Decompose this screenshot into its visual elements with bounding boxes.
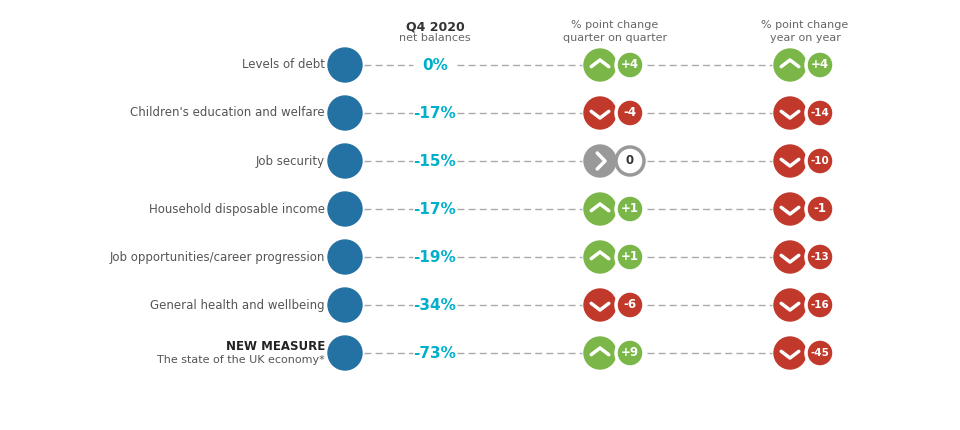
Circle shape [774,97,806,129]
Text: The state of the UK economy*: The state of the UK economy* [157,355,325,365]
Text: -14: -14 [810,108,829,118]
Circle shape [328,48,362,82]
Text: Job security: Job security [256,154,325,168]
Circle shape [774,289,806,321]
Text: -13: -13 [810,252,829,262]
Circle shape [328,96,362,130]
Circle shape [616,147,644,175]
Circle shape [616,51,644,79]
Circle shape [616,99,644,127]
Text: Job opportunities/career progression: Job opportunities/career progression [109,251,325,264]
Text: Q4 2020: Q4 2020 [406,20,465,33]
Text: -45: -45 [810,348,829,358]
Text: -34%: -34% [414,298,456,313]
Circle shape [806,51,834,79]
Circle shape [806,291,834,319]
Circle shape [806,195,834,223]
Circle shape [774,193,806,225]
Circle shape [584,193,616,225]
Text: +4: +4 [621,58,639,71]
Circle shape [328,336,362,370]
Circle shape [584,49,616,81]
Circle shape [584,337,616,369]
Circle shape [584,145,616,177]
Text: % point change
year on year: % point change year on year [761,20,849,43]
Text: net balances: net balances [399,33,470,43]
Text: -17%: -17% [414,105,456,120]
Circle shape [616,243,644,271]
Circle shape [584,241,616,273]
Circle shape [806,243,834,271]
Text: Levels of debt: Levels of debt [242,58,325,71]
Circle shape [328,192,362,226]
Circle shape [584,97,616,129]
Circle shape [328,240,362,274]
Circle shape [616,291,644,319]
Circle shape [328,144,362,178]
Circle shape [774,49,806,81]
Circle shape [774,241,806,273]
Text: Household disposable income: Household disposable income [149,203,325,215]
Text: 0: 0 [626,154,634,168]
Text: -6: -6 [623,298,636,311]
Circle shape [616,339,644,367]
Circle shape [328,288,362,322]
Circle shape [616,195,644,223]
Circle shape [806,99,834,127]
Circle shape [774,145,806,177]
Text: Children's education and welfare: Children's education and welfare [131,107,325,120]
Text: -19%: -19% [414,249,456,264]
Circle shape [584,289,616,321]
Text: General health and wellbeing: General health and wellbeing [151,298,325,311]
Text: -4: -4 [623,107,636,120]
Text: -15%: -15% [414,154,456,169]
Text: % point change
quarter on quarter: % point change quarter on quarter [563,20,667,43]
Text: +1: +1 [621,203,639,215]
Text: -73%: -73% [414,345,456,360]
Circle shape [774,337,806,369]
Text: -1: -1 [813,203,827,215]
Text: +1: +1 [621,251,639,264]
Circle shape [806,147,834,175]
Text: -10: -10 [810,156,829,166]
Text: -17%: -17% [414,202,456,216]
Text: +4: +4 [811,58,829,71]
Text: 0%: 0% [422,58,448,73]
Text: NEW MEASURE: NEW MEASURE [226,340,325,353]
Text: -16: -16 [810,300,829,310]
Text: +9: +9 [621,347,639,359]
Circle shape [806,339,834,367]
